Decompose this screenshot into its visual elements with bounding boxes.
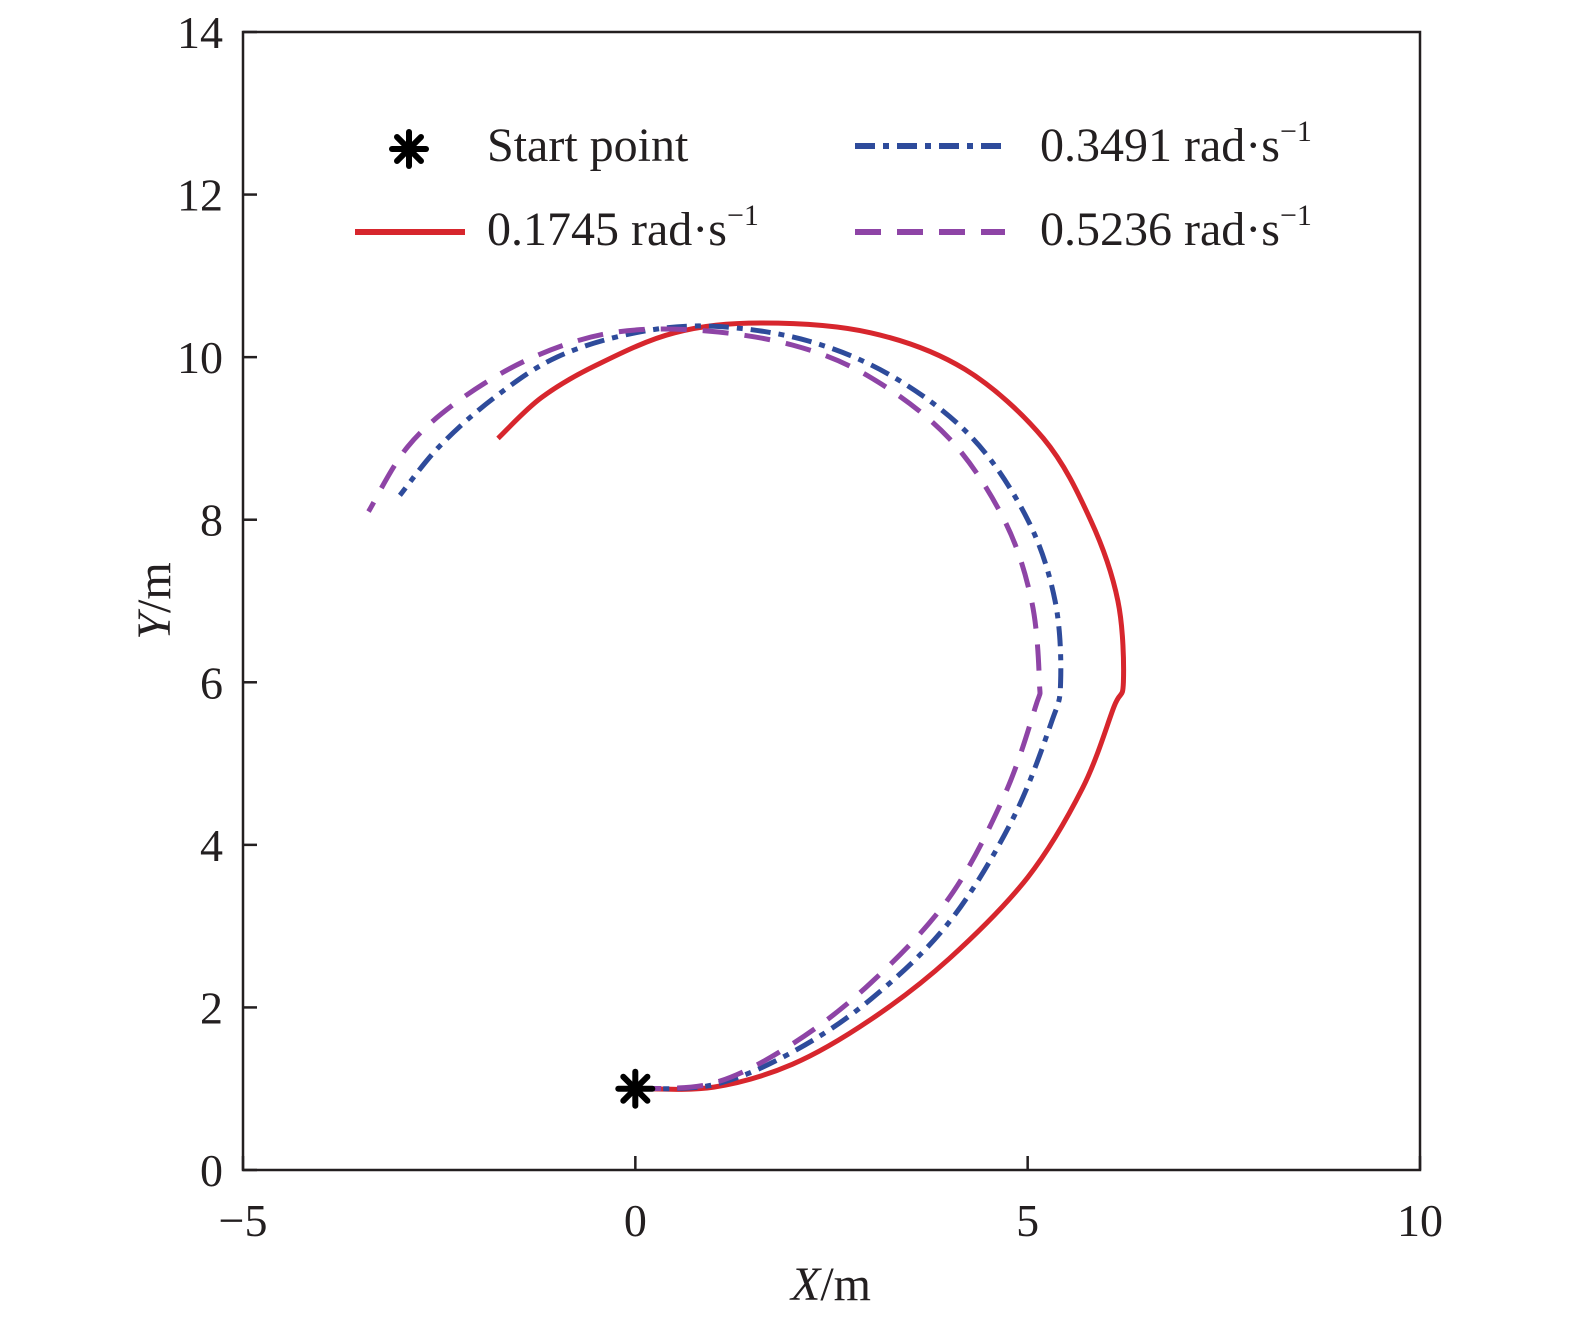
y-axis-unit: /m [128,562,181,613]
y-tick-label: 14 [177,7,223,58]
legend-item-series-2: 0.5236 rad·s−1 [855,199,1312,256]
legend-label-series-0: 0.1745 rad·s−1 [487,199,759,256]
legend-item-series-1: 0.3491 rad·s−1 [855,115,1312,172]
x-tick-label: 5 [1016,1195,1039,1246]
y-tick-label: 10 [177,332,223,383]
series-line-1 [397,323,1064,1092]
y-tick-label: 12 [177,170,223,221]
legend-label-series-1: 0.3491 rad·s−1 [1040,115,1312,172]
legend-sup-series-1: −1 [1280,115,1312,148]
x-tick-label: 10 [1397,1195,1443,1246]
y-tick-label: 2 [200,982,223,1033]
start-point-marker [615,1068,656,1109]
x-axis-var: X [789,1258,822,1311]
y-axis-var: Y [128,609,181,640]
legend-name-series-2: 0.5236 rad·s [1040,203,1280,256]
y-tick-label: 6 [200,657,223,708]
series-line-2 [366,326,1043,1092]
marker-layer [615,1068,656,1109]
legend-sup-series-0: −1 [727,199,759,232]
legend: Start point 0.1745 rad·s−1 0.3491 rad·s−… [355,115,1312,256]
x-axis-unit: /m [820,1258,871,1311]
y-tick-label: 8 [200,495,223,546]
x-tick-label: −5 [219,1195,268,1246]
legend-name-series-0: 0.1745 rad·s [487,203,727,256]
legend-item-start-point: Start point [389,119,689,172]
legend-start-marker [389,129,429,169]
start-point-marker-stroke [620,1073,651,1104]
series-line-0 [496,320,1127,1092]
legend-label-start-point: Start point [487,119,689,172]
legend-label-series-2: 0.5236 rad·s−1 [1040,199,1312,256]
x-ticks: −5 0 5 10 [219,1156,1443,1246]
y-tick-label: 4 [200,820,223,871]
y-ticks: 0 2 4 6 8 10 12 14 [177,7,257,1196]
x-tick-label: 0 [624,1195,647,1246]
legend-star-marker-stroke [394,134,424,164]
series-layer [366,320,1127,1092]
legend-item-series-0: 0.1745 rad·s−1 [355,199,759,256]
y-tick-label: 0 [200,1145,223,1196]
legend-star-marker [389,129,429,169]
plot-frame [241,30,1422,1172]
x-axis-label: X/m [789,1258,871,1311]
y-axis-label: Y/m [128,562,181,639]
legend-name-series-1: 0.3491 rad·s [1040,119,1280,172]
legend-sup-series-2: −1 [1280,199,1312,232]
